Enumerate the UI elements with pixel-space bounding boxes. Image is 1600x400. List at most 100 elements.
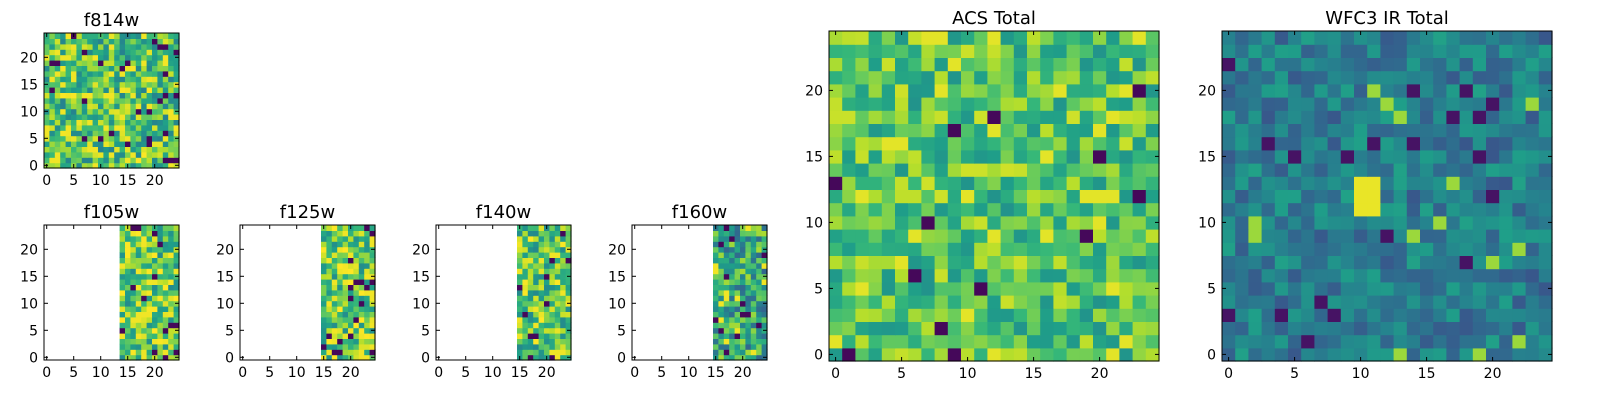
heatmap-cell	[135, 284, 142, 291]
y-tick-label: 10	[20, 296, 38, 312]
heatmap-cell	[1459, 229, 1474, 243]
heatmap-cell	[974, 281, 988, 296]
heatmap-cell	[1119, 149, 1134, 164]
heatmap-cell	[1525, 229, 1540, 243]
heatmap-cell	[1027, 255, 1041, 270]
heatmap-cell	[1145, 215, 1160, 230]
heatmap-cell	[517, 327, 523, 334]
heatmap-cell	[1538, 347, 1553, 362]
heatmap-cell	[125, 124, 131, 131]
heatmap-cell	[1327, 44, 1342, 58]
heatmap-cell	[961, 281, 975, 296]
heatmap-cell	[1512, 334, 1527, 349]
heatmap-cell	[1327, 268, 1342, 283]
heatmap-cell	[130, 225, 137, 231]
heatmap-cell	[146, 97, 153, 104]
y-tick-label: 5	[421, 323, 430, 339]
heatmap-cell	[1261, 242, 1276, 256]
heatmap-cell	[1235, 70, 1249, 85]
heatmap-cell	[842, 295, 856, 309]
heatmap-cell	[1340, 295, 1355, 309]
heatmap-cell	[44, 97, 50, 104]
heatmap-cell	[549, 295, 556, 302]
heatmap-cell	[1119, 189, 1134, 204]
heatmap-cell	[130, 241, 137, 248]
heatmap-cell	[1132, 176, 1147, 190]
y-tick-label: 15	[608, 269, 626, 285]
heatmap-cell	[1393, 334, 1408, 349]
heatmap-cell	[162, 343, 169, 350]
heatmap-cell	[60, 130, 67, 137]
heatmap-cell	[130, 268, 137, 275]
heatmap-cell	[538, 284, 545, 291]
heatmap-cell	[168, 146, 175, 153]
heatmap-cell	[1340, 70, 1355, 85]
heatmap-cell	[855, 83, 870, 98]
heatmap-cell	[1119, 242, 1134, 256]
heatmap-cell	[527, 289, 534, 296]
heatmap-cell	[146, 81, 153, 88]
heatmap-cell	[1000, 321, 1015, 336]
heatmap-cell	[1066, 176, 1081, 190]
heatmap-cell	[92, 141, 99, 147]
heatmap-cell	[1459, 149, 1474, 164]
heatmap-cell	[125, 252, 131, 258]
heatmap-cell	[173, 60, 180, 66]
heatmap-cell	[868, 229, 883, 243]
heatmap-cell	[1145, 97, 1160, 111]
heatmap-cell	[1288, 57, 1302, 72]
heatmap-cell	[103, 157, 110, 164]
heatmap-cell	[1327, 215, 1342, 230]
heatmap-cell	[49, 43, 56, 50]
heatmap-cell	[718, 295, 725, 302]
heatmap-cell	[173, 225, 180, 231]
heatmap-cell	[1499, 268, 1513, 283]
heatmap-cell	[560, 235, 567, 242]
heatmap-cell	[364, 349, 371, 356]
heatmap-cell	[114, 81, 121, 88]
heatmap-cell	[44, 141, 50, 147]
heatmap-cell	[44, 119, 50, 126]
heatmap-cell	[1053, 83, 1068, 98]
heatmap-cell	[1367, 83, 1381, 98]
heatmap-cell	[1000, 202, 1015, 217]
heatmap-cell	[130, 246, 137, 253]
heatmap-cell	[734, 235, 741, 242]
panel-title: f140w	[476, 202, 531, 223]
heatmap-cell	[565, 262, 572, 269]
heatmap-cell	[1420, 321, 1434, 336]
heatmap-cell	[337, 322, 344, 329]
heatmap-cell	[54, 119, 61, 126]
heatmap-cell	[146, 235, 153, 242]
heatmap-cell	[1327, 176, 1342, 190]
heatmap-cell	[729, 235, 736, 242]
heatmap-cell	[974, 57, 988, 72]
heatmap-cell	[1314, 70, 1329, 85]
heatmap-cell	[1222, 202, 1236, 217]
heatmap-cell	[348, 322, 354, 329]
heatmap-cell	[146, 33, 153, 39]
heatmap-cell	[326, 322, 333, 329]
heatmap-cell	[974, 110, 988, 124]
heatmap-cell	[1145, 83, 1160, 98]
heatmap-cell	[162, 76, 169, 83]
heatmap-cell	[162, 157, 169, 164]
heatmap-cell	[337, 268, 344, 275]
heatmap-cell	[740, 268, 746, 275]
x-tick-label: 20	[146, 365, 164, 381]
heatmap-cell	[1027, 163, 1041, 177]
heatmap-cell	[135, 327, 142, 334]
heatmap-cell	[1222, 136, 1236, 151]
heatmap-cell	[868, 215, 883, 230]
heatmap-cell	[168, 97, 175, 104]
heatmap-cell	[829, 202, 843, 217]
heatmap-cell	[364, 262, 371, 269]
heatmap-cell	[152, 146, 158, 153]
heatmap-cell	[1354, 57, 1368, 72]
heatmap-cell	[157, 257, 164, 264]
heatmap-cell	[1512, 70, 1527, 85]
heatmap-cell	[135, 33, 142, 39]
heatmap-cell	[723, 343, 730, 350]
heatmap-cell	[1340, 242, 1355, 256]
heatmap-cell	[71, 108, 77, 115]
